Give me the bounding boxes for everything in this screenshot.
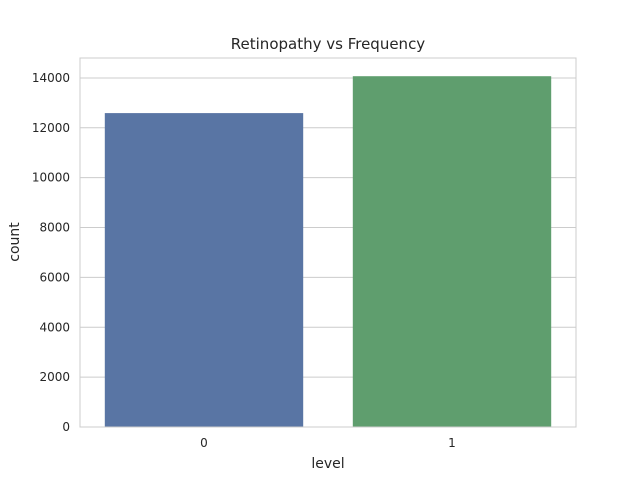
plot-frame bbox=[79, 57, 577, 428]
y-tick-label: 12000 bbox=[32, 121, 70, 135]
y-tick-label: 10000 bbox=[32, 171, 70, 185]
y-tick-label: 8000 bbox=[39, 221, 70, 235]
y-tick-label: 2000 bbox=[39, 370, 70, 384]
y-tick-label: 6000 bbox=[39, 270, 70, 284]
chart-title: Retinopathy vs Frequency bbox=[231, 35, 426, 53]
bar-level-1 bbox=[352, 76, 552, 427]
x-axis-label: level bbox=[311, 456, 344, 472]
y-axis-label: count bbox=[7, 222, 23, 262]
y-tick-label: 0 bbox=[62, 420, 70, 434]
bars bbox=[104, 76, 552, 427]
x-tick-label: 0 bbox=[200, 436, 208, 450]
y-tick-label: 4000 bbox=[39, 320, 70, 334]
y-tick-label: 14000 bbox=[32, 71, 70, 85]
bar-level-0 bbox=[104, 113, 304, 427]
y-tick-labels: 0 2000 4000 6000 8000 10000 12000 14000 bbox=[32, 71, 70, 434]
x-tick-label: 1 bbox=[448, 436, 456, 450]
